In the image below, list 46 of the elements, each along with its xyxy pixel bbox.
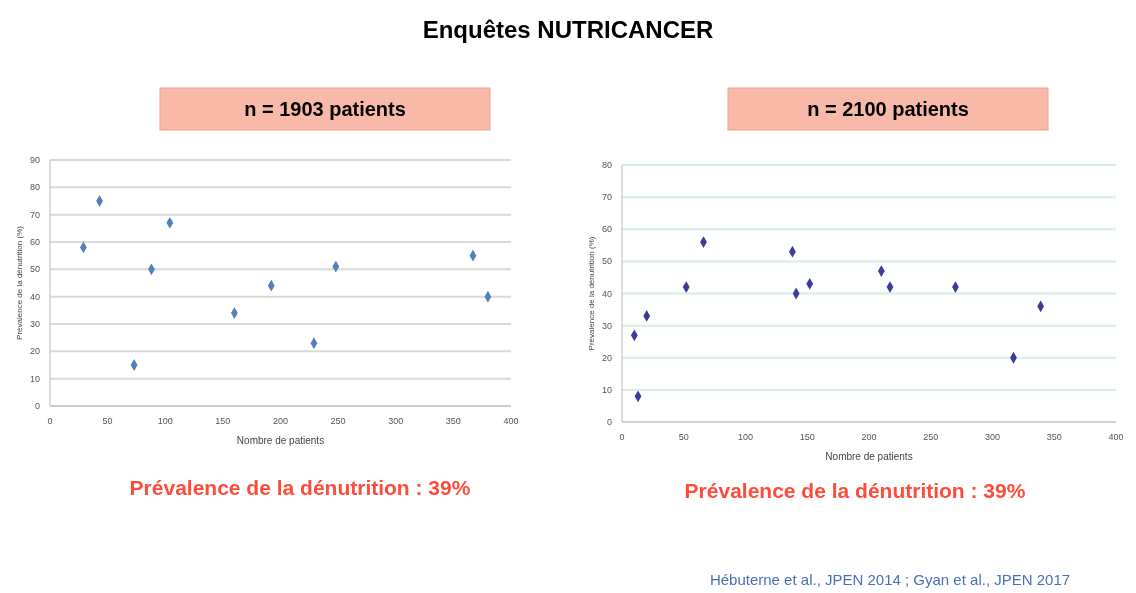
y-tick-label: 80	[29, 182, 40, 193]
y-tick-label: 60	[601, 224, 612, 235]
y-tick-label: 40	[29, 291, 40, 302]
text: Hébuterne et al., JPEN 2014 ; Gyan et al., JPEN 2017	[709, 571, 1071, 588]
x-tick-label: 250	[330, 416, 346, 426]
x-tick-label: 350	[1046, 432, 1062, 442]
text: Enquêtes NUTRICANCER	[422, 16, 714, 43]
x-tick-label: 100	[737, 432, 754, 442]
x-tick-label: 400	[1108, 432, 1124, 442]
chart-subtitle: n = 2100 patients	[807, 98, 969, 120]
x-tick-label: 150	[799, 432, 815, 442]
x-tick-label: 0	[47, 416, 53, 426]
x-tick-label: 0	[619, 432, 625, 442]
x-axis-title: Nombre de patients	[825, 451, 913, 462]
y-tick-label: 10	[29, 373, 40, 384]
x-tick-label: 400	[503, 416, 519, 426]
x-tick-label: 100	[157, 416, 173, 426]
text: Prévalence de la dénutrition : 39%	[129, 476, 471, 499]
y-tick-label: 70	[29, 209, 40, 220]
y-tick-label: 70	[601, 192, 612, 203]
x-tick-label: 300	[984, 432, 1001, 442]
y-tick-label: 50	[601, 256, 612, 267]
chart-subtitle: n = 1903 patients	[244, 98, 406, 120]
y-tick-label: 50	[29, 264, 40, 275]
y-tick-label: 60	[29, 237, 40, 247]
x-tick-label: 150	[215, 416, 231, 426]
x-tick-label: 200	[861, 432, 877, 442]
text: Prévalence de la dénutrition : 39%	[684, 479, 1026, 502]
y-tick-label: 80	[601, 160, 612, 170]
y-axis-title: Prévalence de la dénutrition (%)	[587, 236, 596, 351]
x-tick-label: 200	[272, 416, 289, 426]
y-tick-label: 30	[29, 319, 40, 329]
y-tick-label: 20	[29, 346, 40, 357]
y-tick-label: 0	[34, 401, 40, 411]
y-tick-label: 40	[601, 288, 612, 299]
x-tick-label: 50	[102, 416, 113, 426]
x-tick-label: 350	[445, 416, 461, 426]
x-axis-title: Nombre de patients	[236, 435, 325, 446]
y-tick-label: 90	[29, 155, 40, 165]
x-tick-label: 50	[678, 432, 689, 442]
y-tick-label: 10	[601, 384, 612, 395]
y-tick-label: 20	[601, 352, 612, 363]
x-tick-label: 250	[923, 432, 939, 442]
y-tick-label: 30	[601, 320, 612, 331]
y-axis-title: Prévalence de la dénutrition (%)	[15, 225, 24, 340]
x-tick-label: 300	[388, 416, 404, 426]
